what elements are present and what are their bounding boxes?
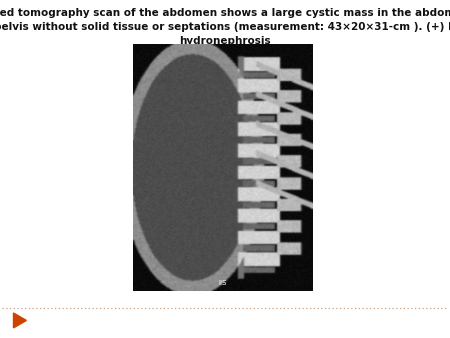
Text: IIS: IIS bbox=[219, 280, 227, 286]
Text: Computed tomography scan of the abdomen shows a large cystic mass in the abdomen: Computed tomography scan of the abdomen … bbox=[0, 8, 450, 46]
Polygon shape bbox=[14, 313, 27, 328]
